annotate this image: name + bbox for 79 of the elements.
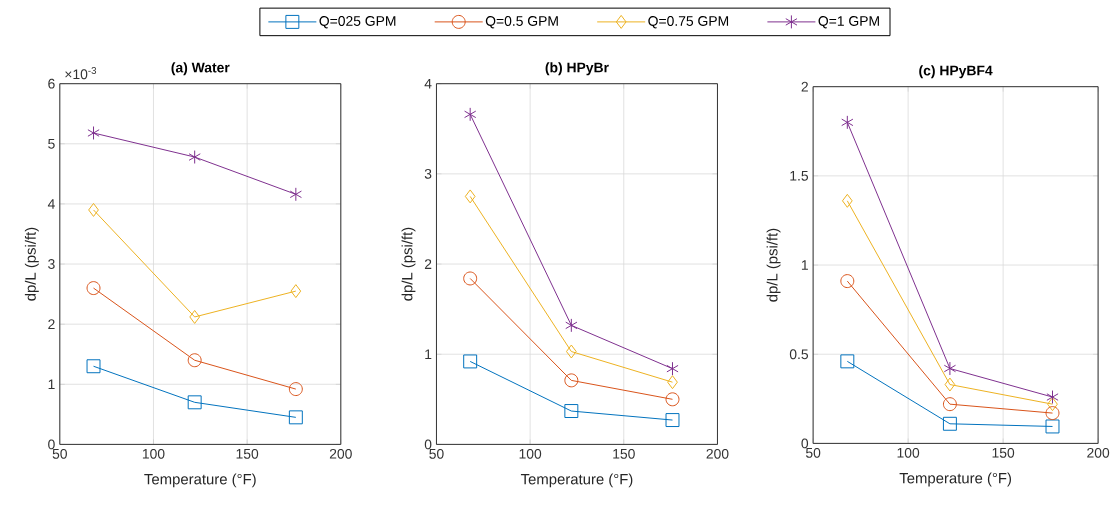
point <box>86 359 101 374</box>
point <box>1047 397 1058 412</box>
x-tick-label: 100 <box>519 448 542 459</box>
point <box>565 318 578 333</box>
y-axis-title: dp/L (psi/ft) <box>24 227 39 301</box>
y-tick-label: 2 <box>424 259 432 269</box>
point <box>841 115 854 130</box>
point <box>1045 419 1060 434</box>
y-tick-label: 1.5 <box>790 170 809 181</box>
point <box>564 373 579 388</box>
point <box>841 193 853 208</box>
point <box>840 274 855 289</box>
y-tick-label: 4 <box>424 78 432 89</box>
text: ×10$^{-3}$ <box>65 67 97 80</box>
y-tick-label: 0 <box>801 438 809 449</box>
point <box>667 375 678 390</box>
chart-title: (a) Water <box>171 62 230 76</box>
point <box>1046 389 1059 404</box>
x-axis-title: Temperature (°F) <box>520 473 633 488</box>
x-tick-label: 150 <box>613 448 635 459</box>
y-tick-label: 1 <box>425 349 432 359</box>
y-tick-label: 0 <box>48 439 55 450</box>
point <box>565 344 577 359</box>
x-axis-title: Temperature (°F) <box>899 472 1012 487</box>
point <box>942 397 957 412</box>
point <box>944 377 956 392</box>
x-tick-label: 150 <box>992 447 1015 458</box>
y-axis-title: dp/L (psi/ft) <box>401 227 416 301</box>
point <box>564 404 579 418</box>
point <box>1045 406 1060 420</box>
point <box>189 309 201 324</box>
point <box>87 125 100 140</box>
y-axis-title: dp/L (psi/ft) <box>766 228 781 302</box>
y-tick-label: 2 <box>801 81 808 92</box>
y-tick-label: 3 <box>48 259 55 269</box>
y-tick-label: 2 <box>48 319 55 329</box>
x-tick-label: 50 <box>52 448 67 459</box>
point <box>840 354 855 369</box>
point <box>665 413 680 427</box>
point <box>288 410 303 425</box>
point <box>187 395 202 410</box>
point <box>188 149 201 164</box>
point <box>289 187 302 202</box>
point <box>666 361 679 376</box>
point <box>86 281 101 296</box>
y-tick-label: 6 <box>48 78 55 89</box>
point <box>464 107 477 122</box>
x-tick-label: 50 <box>805 447 821 458</box>
x-tick-label: 150 <box>236 448 259 459</box>
x-tick-label: 200 <box>1087 447 1110 458</box>
legend-label: Q=025 GPM <box>319 16 396 29</box>
y-tick-label: 1 <box>48 379 55 389</box>
x-tick-label: 200 <box>706 448 729 459</box>
point <box>463 271 478 286</box>
point <box>943 361 957 376</box>
y-tick-label: 5 <box>48 138 55 149</box>
x-tick-label: 50 <box>429 448 444 459</box>
legend-label: Q=1 GPM <box>818 16 879 29</box>
legend-label: Q=0.5 GPM <box>485 16 558 29</box>
x-tick-label: 100 <box>897 447 920 458</box>
point <box>942 416 957 431</box>
point <box>290 284 302 299</box>
y-tick-label: 0 <box>424 439 432 450</box>
y-tick-label: 0.5 <box>789 349 809 360</box>
y-tick-label: 3 <box>424 168 432 179</box>
point <box>187 353 202 368</box>
x-axis-title: Temperature (°F) <box>144 473 256 488</box>
point <box>288 382 303 397</box>
x-tick-label: 100 <box>142 448 165 459</box>
legend-label: Q=0.75 GPM <box>648 16 729 29</box>
y-tick-label: 4 <box>47 199 55 209</box>
y-tick-label: 1 <box>801 260 808 270</box>
point <box>464 189 476 204</box>
point <box>463 354 478 369</box>
x-tick-label: 200 <box>329 448 352 459</box>
chart-title: (c) HPyBF4 <box>919 65 993 79</box>
point <box>665 392 680 407</box>
point <box>88 202 99 217</box>
chart-title: (b) HPyBr <box>545 62 609 76</box>
